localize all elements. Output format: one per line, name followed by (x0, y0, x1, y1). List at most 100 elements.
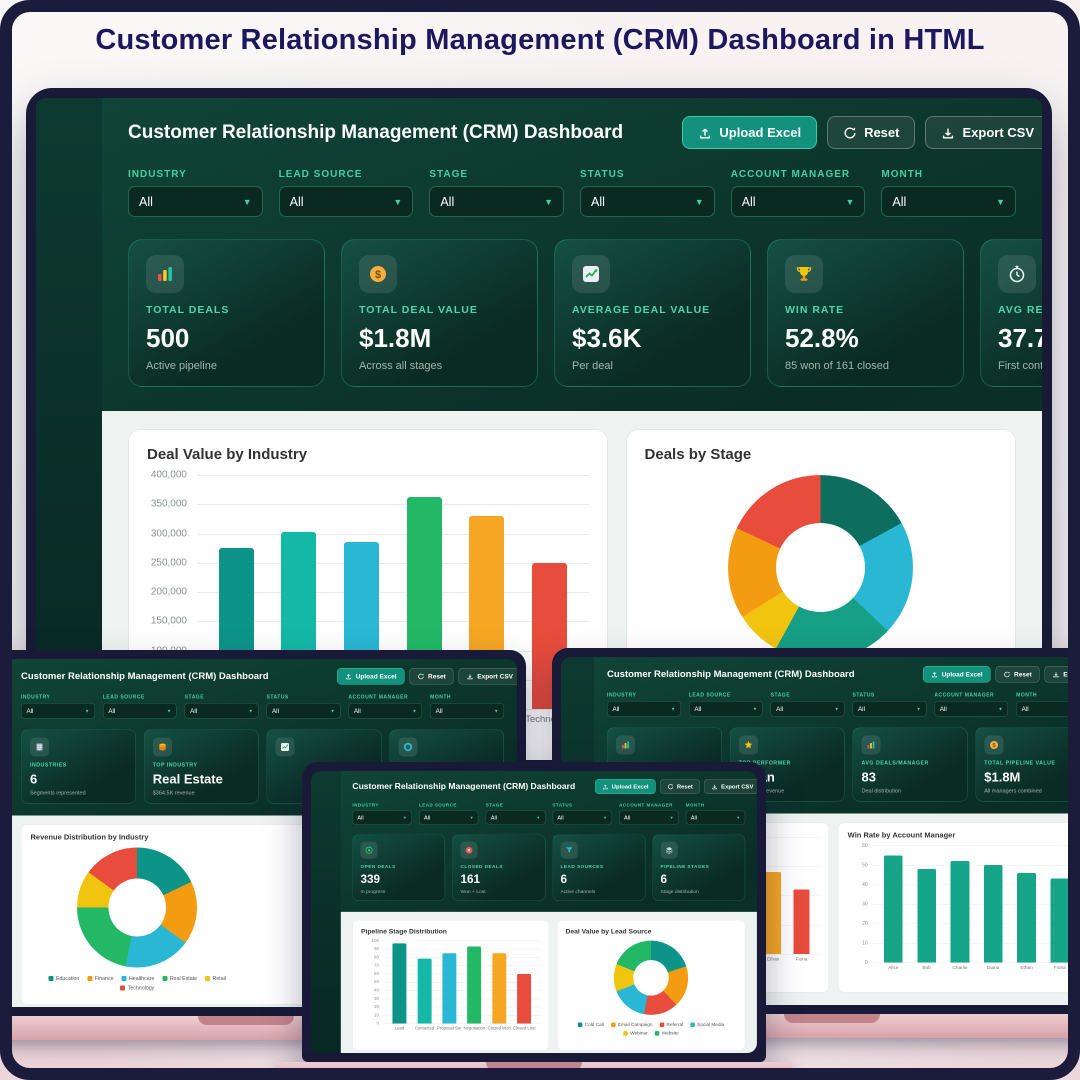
target-icon (360, 841, 378, 859)
filter-select-lead-source[interactable]: All ▼ (102, 703, 177, 719)
donut-ring (613, 940, 689, 1015)
filter-select-stage[interactable]: All ▼ (429, 186, 565, 217)
filter-select-industry[interactable]: All ▼ (128, 186, 263, 217)
kpi-value: 52.8% (785, 323, 859, 353)
reset-icon (1004, 671, 1010, 677)
filter-select-month[interactable]: All ▼ (1016, 701, 1080, 717)
filter-select-status[interactable]: All ▼ (266, 703, 341, 719)
kpi-card: LEAD SOURCES 6 Active channels (552, 834, 646, 902)
bar (983, 865, 1003, 963)
filter-select-stage[interactable]: All ▼ (770, 701, 845, 717)
x-tick-label: Negotiation (463, 1025, 486, 1031)
x-tick-label: Fiona (795, 956, 808, 963)
filter-select-lead-source[interactable]: All ▼ (419, 810, 479, 825)
kpi-label: TOTAL PIPELINE VALUE (984, 760, 1056, 766)
gridline (872, 962, 1080, 963)
filter: STAGE All ▼ (429, 169, 565, 217)
export-button[interactable]: Export CSV (704, 779, 757, 794)
reset-button[interactable]: Reset (995, 666, 1040, 683)
filter: MONTH All ▼ (1016, 693, 1080, 717)
donut-hole (776, 523, 866, 612)
filter-select-month[interactable]: All ▼ (430, 703, 505, 719)
kpi-label: CLOSED DEALS (460, 863, 503, 870)
kpi-subtitle: Active pipeline (146, 360, 217, 372)
filter-select-status[interactable]: All ▼ (552, 810, 612, 825)
x-tick-label: Alice (888, 965, 899, 971)
y-tick-label: 60 (373, 971, 379, 977)
upload-excel-button[interactable]: Upload Excel (337, 668, 405, 685)
upload-icon (700, 128, 711, 139)
filter-select-month[interactable]: All ▼ (685, 810, 746, 825)
kpi-value: $1.8M (984, 769, 1021, 785)
reset-button[interactable]: Reset (660, 779, 701, 794)
kpi-label: OPEN DEALS (360, 863, 396, 870)
kpi-label: AVG RESPONSE (998, 304, 1042, 316)
filter-select-stage[interactable]: All ▼ (184, 703, 259, 719)
reset-button[interactable]: Reset (827, 116, 916, 149)
gridline (197, 562, 589, 564)
filter-select-status[interactable]: All ▼ (580, 186, 715, 217)
filter-select-industry[interactable]: All ▼ (352, 810, 412, 825)
download-icon (467, 674, 473, 680)
legend-item: Healthcare (121, 976, 154, 982)
x-tick-label: Bob (922, 965, 931, 971)
filter-select-stage[interactable]: All ▼ (485, 810, 546, 825)
filter: STAGE All ▼ (184, 695, 259, 719)
y-tick-label: 0 (864, 959, 868, 966)
filter-label: STAGE (485, 802, 504, 808)
upload-excel-button[interactable]: Upload Excel (682, 116, 818, 149)
bar (917, 868, 936, 963)
export-button[interactable]: Export CSV (1044, 666, 1080, 683)
chevron-down-icon: ▼ (242, 196, 252, 207)
x-tick-label: Charlie (952, 965, 968, 971)
chevron-down-icon: ▼ (166, 708, 172, 714)
filter-select-lead-source[interactable]: All ▼ (278, 186, 414, 217)
export-button[interactable]: Export CSV (458, 668, 517, 685)
bar (417, 958, 432, 1024)
kpi-value: 6 (560, 872, 568, 886)
filter-select-account-manager[interactable]: All ▼ (348, 703, 423, 719)
bar (467, 946, 482, 1024)
kpi-card: PIPELINE STAGES 6 Stage distribution (652, 834, 746, 902)
kpi-value: 161 (460, 872, 481, 886)
gridline (872, 845, 1080, 846)
filter-select-month[interactable]: All ▼ (881, 186, 1017, 217)
x-tick-label: Contacted (414, 1025, 435, 1031)
filter: ACCOUNT MANAGER All ▼ (730, 169, 866, 217)
coin-icon (152, 737, 172, 757)
legend-item: Education (48, 976, 79, 982)
filter-select-status[interactable]: All ▼ (852, 701, 927, 717)
filter-select-account-manager[interactable]: All ▼ (934, 701, 1009, 717)
chart-legend: Education Finance Healthcare Real Estate Ret… (31, 976, 244, 991)
kpi-card: CLOSED DEALS 161 Won + Lost (452, 834, 546, 902)
filter-select-industry[interactable]: All ▼ (21, 703, 95, 719)
filter-select-account-manager[interactable]: All ▼ (730, 186, 866, 217)
star-icon (738, 735, 758, 755)
legend-item: Real Estate (162, 976, 197, 982)
reset-button[interactable]: Reset (409, 668, 454, 685)
app-title: Customer Relationship Management (CRM) D… (128, 121, 624, 143)
filter-label: STATUS (552, 802, 573, 808)
kpi-label: AVERAGE DEAL VALUE (572, 304, 711, 316)
y-tick-label: 80 (373, 954, 379, 960)
gridline (197, 621, 589, 623)
legend-item: Technology (120, 985, 154, 991)
upload-excel-button[interactable]: Upload Excel (923, 666, 991, 683)
y-tick-label: 250,000 (150, 557, 187, 569)
upload-excel-button[interactable]: Upload Excel (595, 779, 656, 794)
export-button[interactable]: Export CSV (925, 116, 1042, 149)
kpi-subtitle: $364.5K revenue (152, 790, 195, 796)
y-tick-label: 10 (373, 1012, 379, 1018)
y-tick-label: 20 (373, 1004, 379, 1010)
kpi-card: $ TOTAL DEAL VALUE $1.8M Across all stag… (341, 239, 538, 387)
kpi-label: INDUSTRIES (30, 762, 67, 768)
filter-select-lead-source[interactable]: All ▼ (688, 701, 763, 717)
filter-select-account-manager[interactable]: All ▼ (619, 810, 679, 825)
legend-item: Website (654, 1031, 679, 1036)
chevron-down-icon: ▼ (84, 708, 90, 714)
chevron-down-icon: ▼ (248, 708, 254, 714)
filter-select-industry[interactable]: All ▼ (607, 701, 681, 717)
filter: STAGE All ▼ (770, 693, 845, 717)
gridline (197, 475, 589, 476)
filter: LEAD SOURCE All ▼ (688, 693, 763, 717)
